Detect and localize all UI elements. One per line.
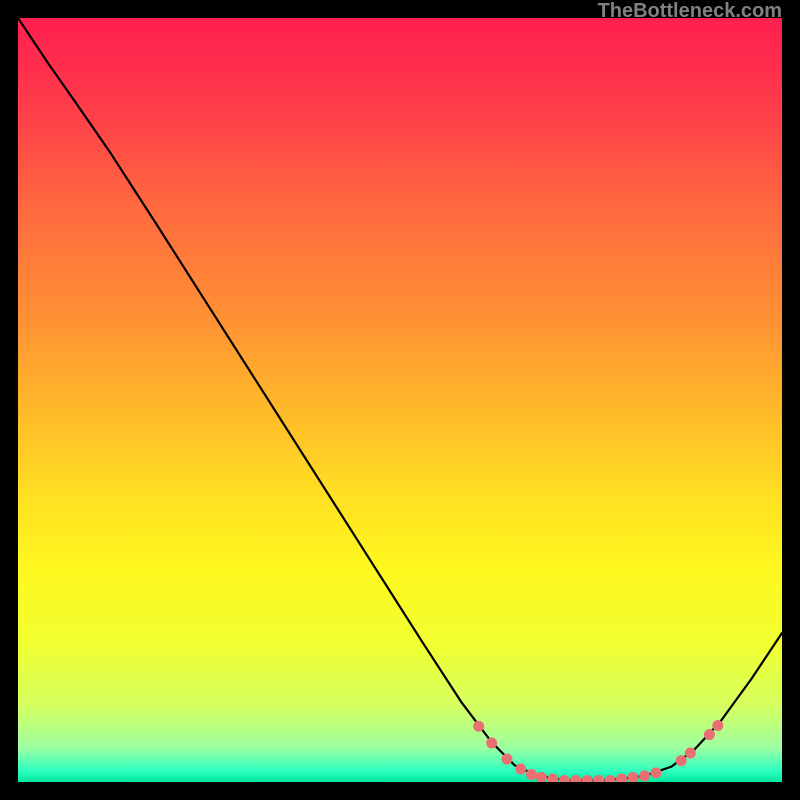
data-marker [473, 721, 484, 732]
bottleneck-curve [18, 18, 782, 780]
data-marker [616, 773, 627, 782]
data-marker [676, 755, 687, 766]
data-marker [486, 738, 497, 749]
data-marker [712, 720, 723, 731]
data-marker [650, 767, 661, 778]
data-marker [559, 775, 570, 782]
data-marker [526, 769, 537, 780]
data-marker [605, 775, 616, 782]
data-marker [501, 754, 512, 765]
curve-svg [18, 18, 782, 782]
chart-container: TheBottleneck.com [0, 0, 800, 800]
data-marker [704, 729, 715, 740]
data-marker [639, 770, 650, 781]
data-marker [685, 747, 696, 758]
data-marker [547, 773, 558, 782]
data-marker [593, 775, 604, 782]
data-marker [582, 775, 593, 782]
watermark-text: TheBottleneck.com [598, 0, 782, 23]
plot-area [18, 18, 782, 782]
data-marker [628, 772, 639, 782]
data-marker [536, 772, 547, 782]
data-marker [515, 764, 526, 775]
data-marker [570, 775, 581, 782]
